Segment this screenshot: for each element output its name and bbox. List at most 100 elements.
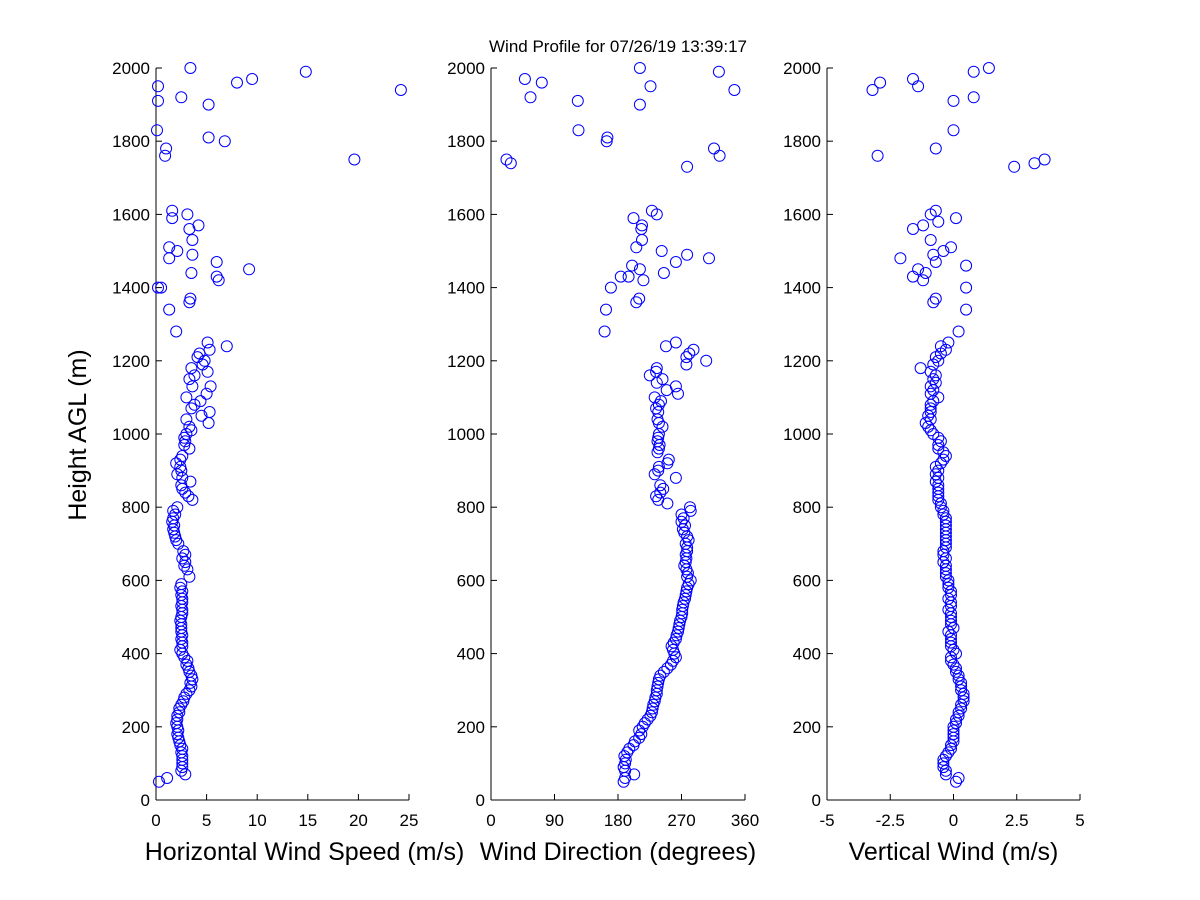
data-point [184,62,197,74]
x-tick-label: 0 [151,811,160,830]
data-point [932,464,945,477]
data-point [645,204,658,217]
data-point [180,413,193,426]
data-point [673,618,686,631]
data-point [728,84,741,96]
data-point [955,684,968,697]
data-point [945,742,957,755]
data-point [684,501,696,514]
data-point [637,274,650,287]
data-point [945,636,957,649]
data-point [152,80,164,93]
data-point [982,62,995,74]
x-axis-label: Wind Direction (degrees) [480,838,757,866]
y-tick-label: 1000 [112,425,150,444]
y-tick-label: 400 [457,645,485,664]
y-tick-label: 0 [476,791,485,810]
data-point [924,387,937,400]
data-point [152,94,164,107]
data-point [155,281,168,294]
data-point [662,453,675,466]
data-point [627,212,640,225]
y-tick-label: 0 [812,791,821,810]
data-point [924,234,937,246]
data-point [650,490,663,503]
data-point [180,391,193,404]
data-point [681,160,694,173]
data-point [945,633,957,645]
data-point [871,149,884,162]
data-point [939,768,952,781]
data-point [672,622,685,634]
data-point [220,340,233,353]
data-point [960,259,973,272]
data-point [676,600,689,612]
data-point [630,296,643,309]
data-point [947,658,960,671]
data-point [937,504,950,517]
data-point [601,131,614,144]
data-point [950,775,962,788]
data-point [866,84,879,96]
data-point [535,76,548,89]
data-point [183,420,196,433]
data-point [500,153,513,166]
x-tick-label: 2.5 [1005,811,1029,830]
data-point [927,296,940,309]
data-point [153,775,165,788]
data-point [960,303,973,316]
x-tick-label: 270 [667,811,695,830]
data-point [942,574,955,587]
data-point [932,486,945,499]
data-point [188,398,201,411]
x-tick-label: 5 [202,811,211,830]
data-point [181,563,194,576]
y-tick-label: 800 [122,498,150,517]
data-point [952,706,965,719]
data-point [942,578,955,591]
data-point [680,358,693,371]
panel-wind-direction: 0 90 180 270 360 0 200 400 600 800 1000 1200 1400 160… [447,59,759,866]
data-point [173,706,186,719]
data-point [934,435,947,448]
data-point [203,343,216,356]
data-point [929,468,942,481]
y-tick-label: 1800 [783,132,821,151]
data-point [945,739,957,752]
y-tick-label: 1000 [447,425,485,444]
figure-title: Wind Profile for 07/26/19 13:39:17 [489,37,747,56]
data-point [929,292,942,305]
data-point [184,292,197,305]
data-point [636,219,648,232]
y-tick-label: 1000 [783,425,821,444]
x-tick-label: 15 [298,811,317,830]
data-point [231,76,243,89]
data-point [394,84,407,96]
data-point [152,281,164,294]
data-point [348,153,361,166]
data-point [947,94,960,107]
data-point [175,91,188,104]
data-point [176,552,189,565]
data-point [703,252,715,265]
data-point [681,248,694,261]
data-point [571,94,584,107]
data-point [657,267,670,279]
data-point [937,453,950,466]
data-point [929,376,942,389]
y-axis-label: Height AGL (m) [64,349,92,520]
data-point [669,256,682,268]
data-point [184,475,197,488]
data-point [684,504,697,517]
data-point [171,245,184,257]
data-point [929,256,942,268]
data-point [185,402,198,415]
data-point [600,303,612,316]
data-point [175,578,188,591]
panel-horizontal-wind-speed: 0 5 10 15 20 25 0 200 400 600 800 1000 1200 1400 1600 1… [112,59,464,866]
data-point [937,761,950,774]
data-point [924,402,937,415]
y-tick-label: 0 [141,791,150,810]
data-point [182,490,195,503]
x-tick-label: -2.5 [876,811,905,830]
